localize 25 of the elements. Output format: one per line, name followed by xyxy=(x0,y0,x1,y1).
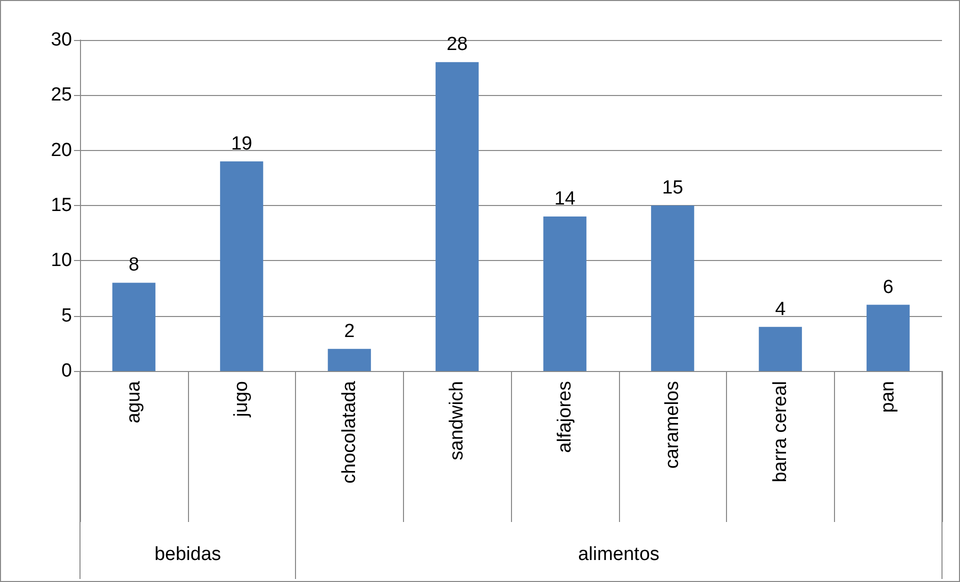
x-tick-label: chocolatada xyxy=(338,380,360,484)
x-tick-label: pan xyxy=(878,381,899,413)
data-label: 14 xyxy=(554,188,576,210)
data-label: 6 xyxy=(882,276,894,298)
data-label: 28 xyxy=(446,34,468,56)
y-tick-label: 0 xyxy=(61,360,72,382)
y-tick-label: 30 xyxy=(50,30,72,50)
data-label: 19 xyxy=(231,133,252,154)
y-tick-label: 15 xyxy=(50,195,72,216)
data-label: 8 xyxy=(128,254,140,276)
data-label: 4 xyxy=(775,298,786,320)
x-tick-label: sandwich xyxy=(446,381,468,460)
data-label: 15 xyxy=(662,178,684,198)
x-tick-label: jugo xyxy=(231,381,252,418)
x-tick-label: caramelos xyxy=(662,381,684,469)
y-tick-label: 25 xyxy=(50,84,72,106)
y-tick-label: 10 xyxy=(50,250,72,272)
x-tick-label: barra cereal xyxy=(770,381,791,482)
x-tick-label: agua xyxy=(123,380,144,424)
text: alimentos xyxy=(578,544,660,566)
y-tick-label: 20 xyxy=(50,140,72,161)
x-tick-label: alfajores xyxy=(554,381,576,453)
text: bebidas xyxy=(154,544,222,566)
y-tick-label: 5 xyxy=(61,305,72,326)
data-label: 2 xyxy=(344,320,355,342)
